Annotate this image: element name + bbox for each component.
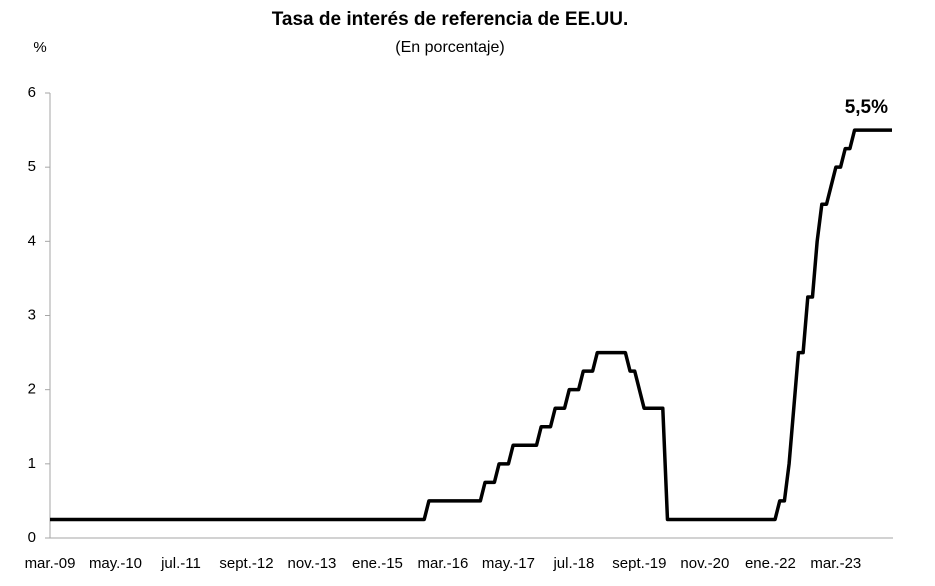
x-tick-label: mar.-23 — [810, 555, 861, 572]
y-tick-label: 1 — [28, 455, 36, 472]
y-axis-label: % — [33, 39, 46, 56]
x-tick-label: ene.-22 — [745, 555, 796, 572]
x-tick-label: ene.-15 — [352, 555, 403, 572]
x-tick-label: mar.-09 — [25, 555, 76, 572]
chart-subtitle: (En porcentaje) — [395, 39, 504, 56]
x-tick-label: nov.-13 — [287, 555, 336, 572]
y-tick-label: 5 — [28, 158, 36, 175]
x-tick-label: jul.-18 — [552, 555, 594, 572]
y-tick-label: 3 — [28, 306, 36, 323]
x-tick-label: sept.-19 — [612, 555, 666, 572]
x-tick-label: mar.-16 — [418, 555, 469, 572]
annotation: 5,5% — [845, 97, 888, 118]
x-tick-label: sept.-12 — [219, 555, 273, 572]
x-tick-label: may.-17 — [482, 555, 535, 572]
y-tick-label: 2 — [28, 381, 36, 398]
y-tick-label: 6 — [28, 84, 36, 101]
x-tick-label: may.-10 — [89, 555, 142, 572]
x-tick-label: jul.-11 — [160, 555, 201, 572]
y-tick-label: 4 — [28, 232, 36, 249]
chart-title: Tasa de interés de referencia de EE.UU. — [272, 9, 629, 30]
line-series — [50, 128, 892, 522]
y-tick-label: 0 — [28, 529, 36, 546]
x-tick-label: nov.-20 — [680, 555, 729, 572]
